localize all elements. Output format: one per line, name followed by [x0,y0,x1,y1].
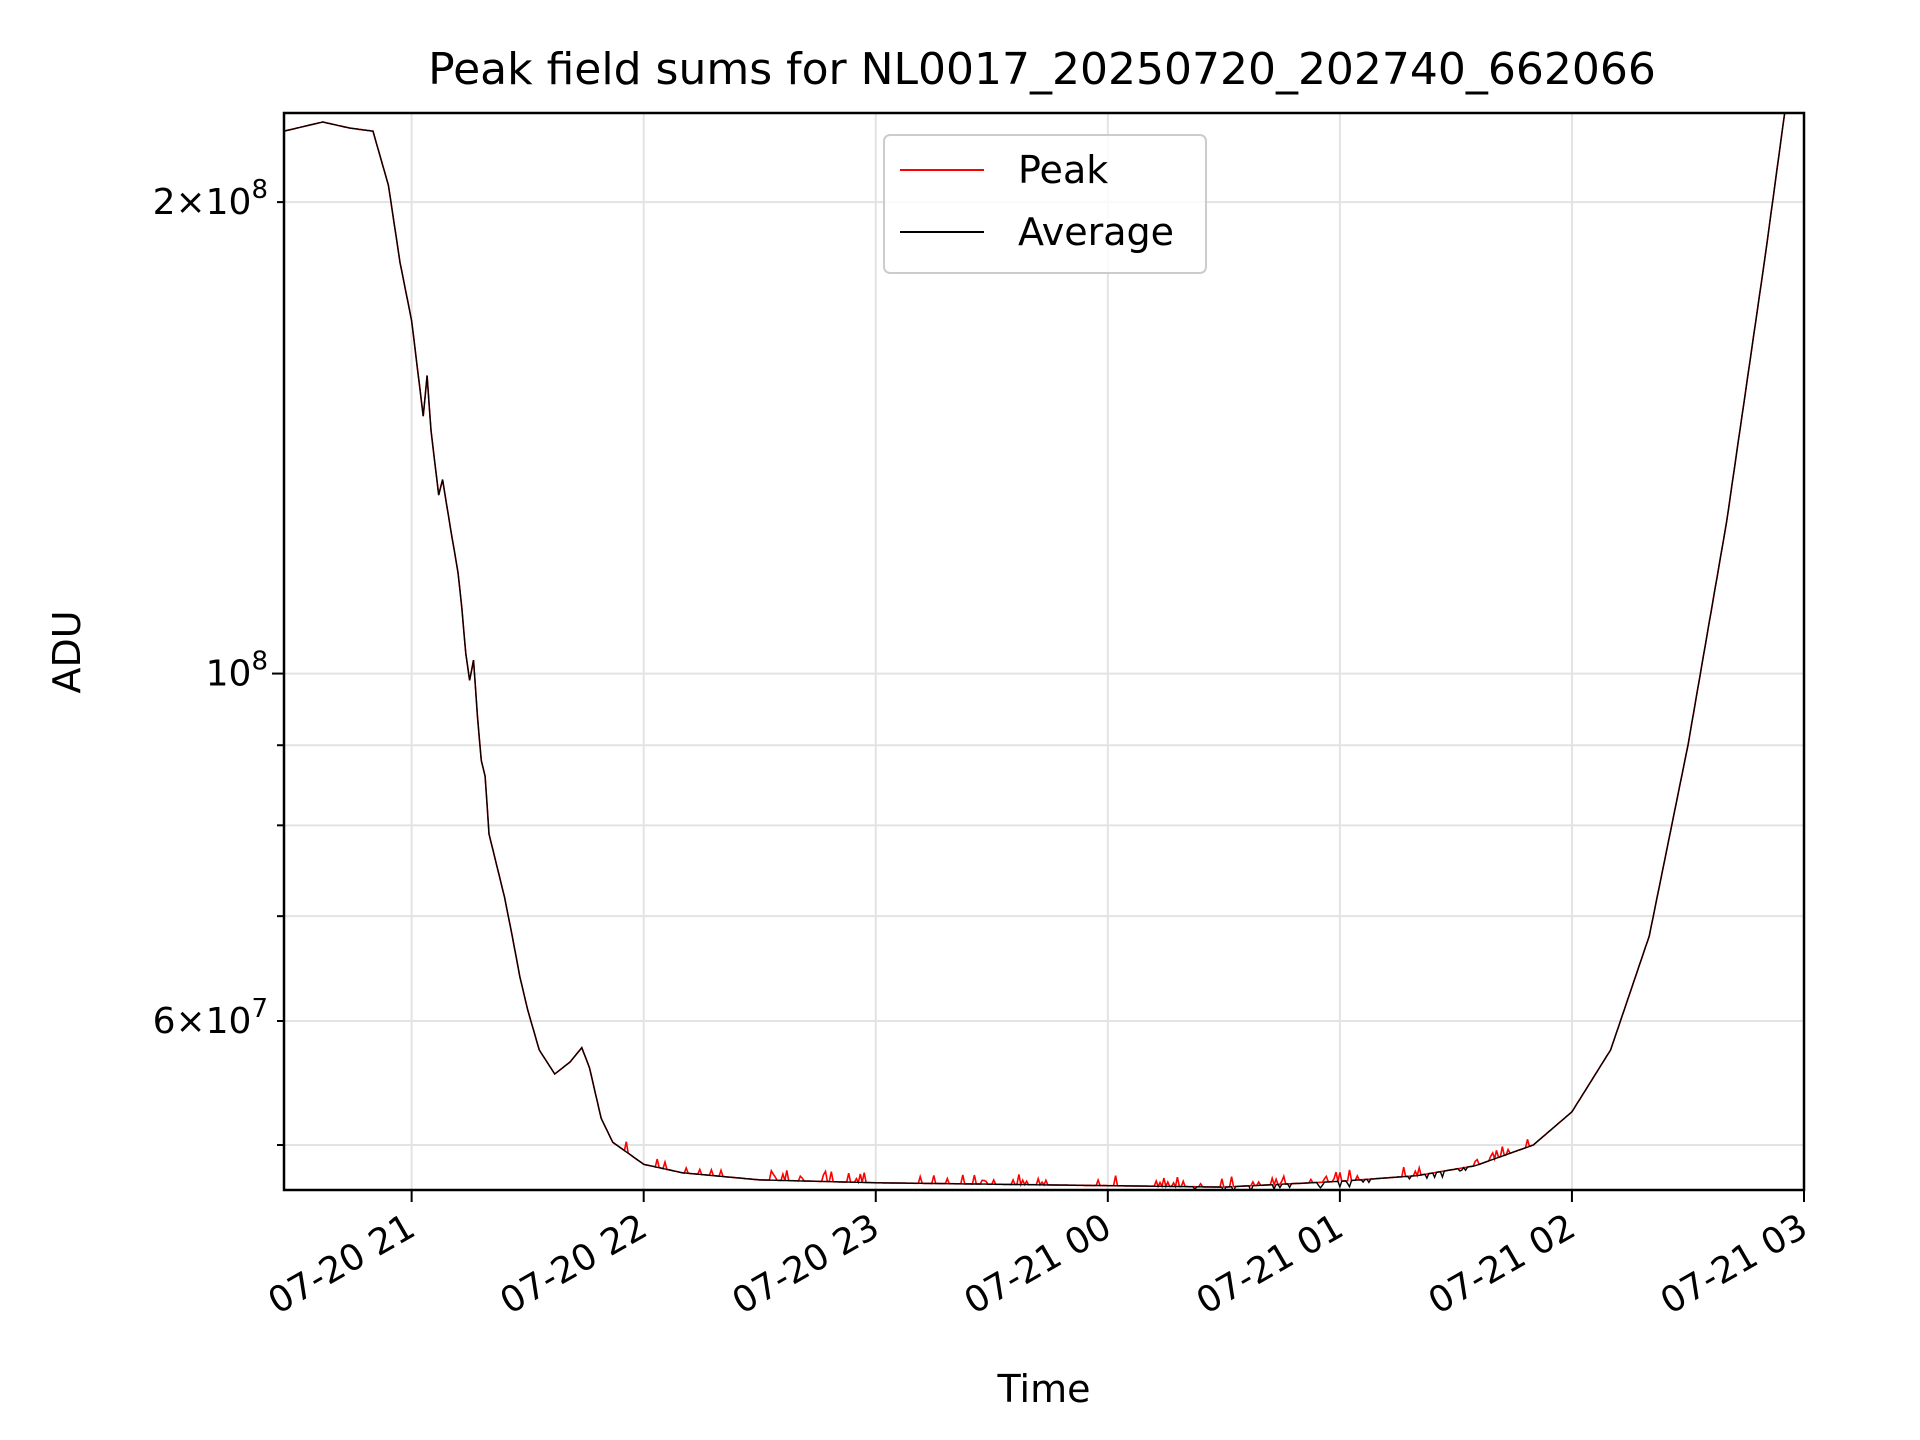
x-axis-label: Time [997,1367,1091,1411]
y-tick-label: 108 [206,647,268,695]
series-line-average [284,113,1786,1190]
tick-exponent: 7 [251,994,268,1024]
tick-base: 10 [206,182,252,223]
legend-label: Average [1018,210,1174,254]
chart-title: Peak field sums for NL0017_20250720_2027… [428,44,1656,95]
tick-exponent: 8 [251,647,268,677]
tick-mantissa: 2 [153,182,176,223]
tick-base: 10 [206,1001,252,1042]
y-tick-label: 6×107 [153,994,268,1042]
y-axis-label: ADU [45,610,89,693]
plot-frame [282,111,1806,1192]
tick-exponent: 8 [251,175,268,205]
y-tick-label: 2×108 [153,175,268,223]
tick-times: × [175,182,205,223]
tick-base: 10 [206,654,252,695]
tick-times: × [175,1001,205,1042]
tick-mantissa: 6 [153,1001,176,1042]
legend: Peak Average [883,134,1207,274]
plot-series [284,113,1786,1190]
legend-label: Peak [1018,148,1108,192]
